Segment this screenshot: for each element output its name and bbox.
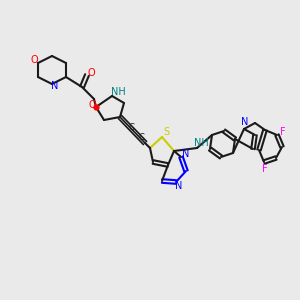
Text: S: S [163, 127, 169, 137]
Text: N: N [175, 181, 183, 191]
Text: C: C [138, 134, 144, 142]
Text: O: O [88, 100, 96, 110]
Text: F: F [262, 164, 268, 174]
Text: N: N [51, 81, 59, 91]
Text: O: O [87, 68, 95, 78]
Text: NH: NH [194, 138, 208, 148]
Text: O: O [30, 55, 38, 65]
Text: N: N [241, 117, 249, 127]
Text: NH: NH [111, 87, 125, 97]
Text: N: N [182, 149, 190, 159]
Text: C: C [128, 122, 134, 131]
Text: F: F [280, 127, 286, 137]
